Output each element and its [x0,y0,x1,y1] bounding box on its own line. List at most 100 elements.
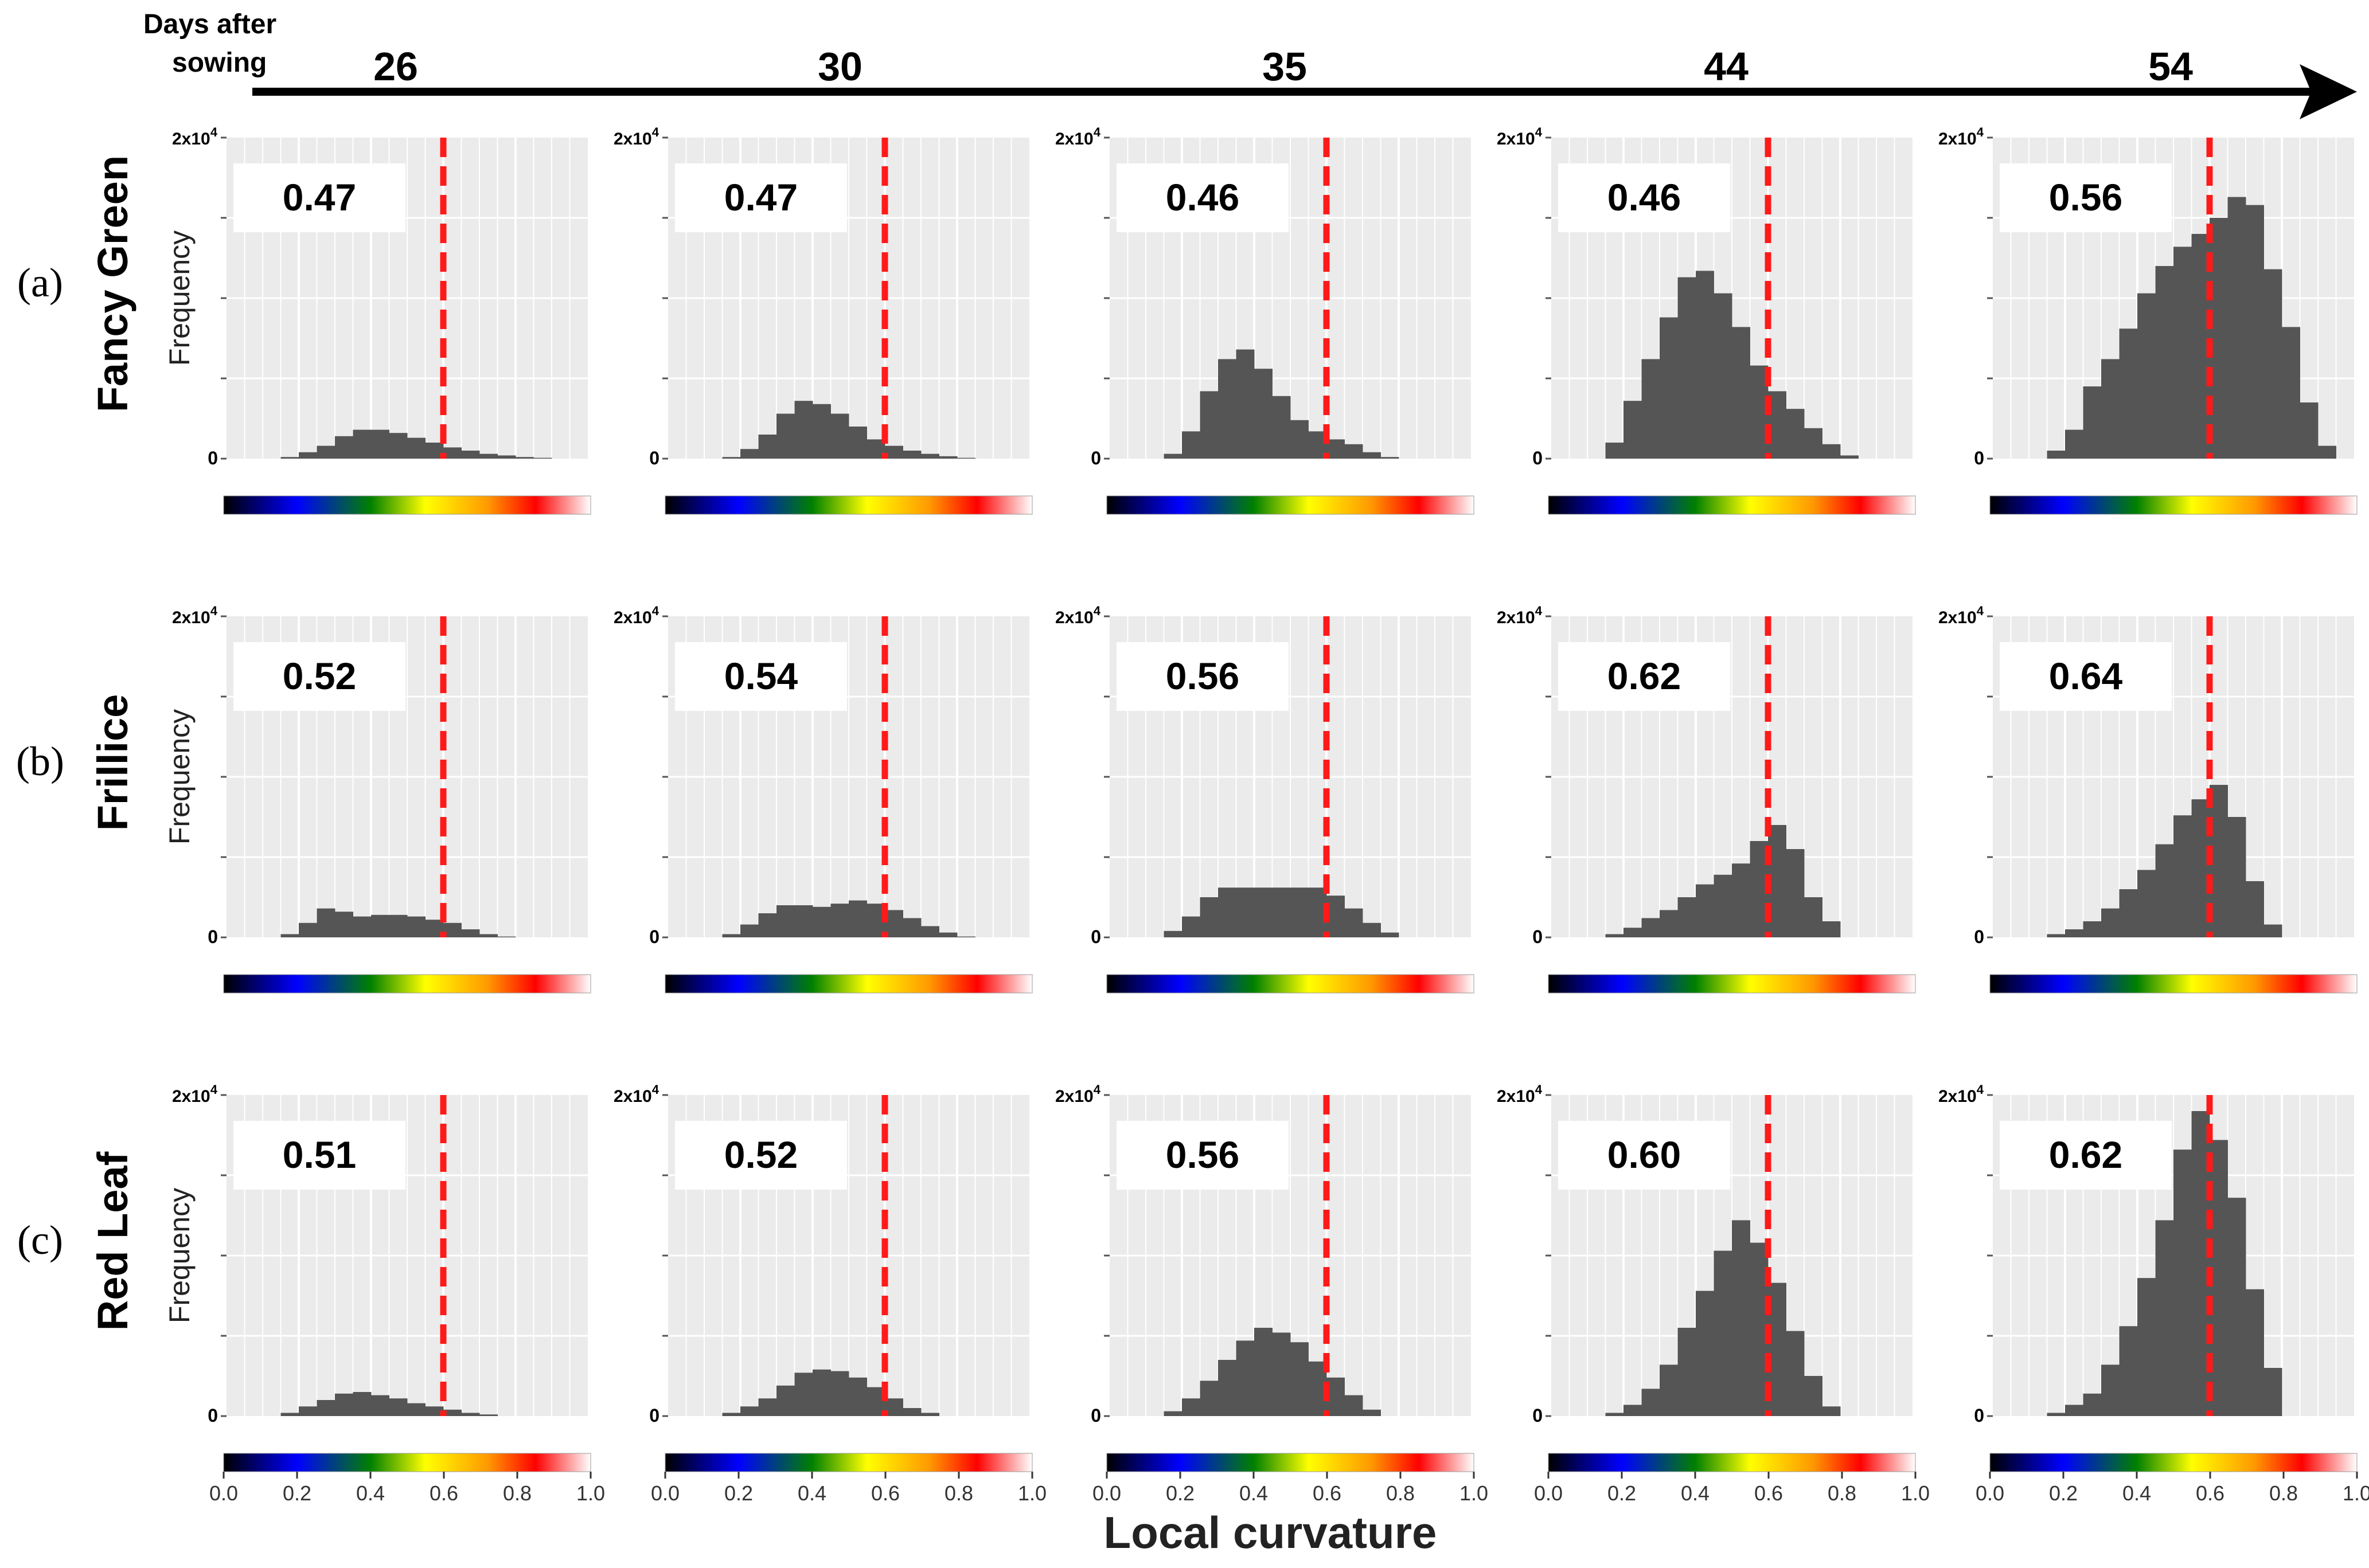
day-label-44: 44 [1704,44,1749,89]
histogram-bar [1696,271,1714,459]
histogram-bar [2227,197,2246,459]
value-label-box [233,1121,405,1190]
x-axis-title: Local curvature [1104,1507,1437,1558]
histogram-bar [1290,420,1309,459]
x-tick-label: 1.0 [1459,1481,1488,1505]
y-top-label: 2x104 [1055,125,1101,148]
y-zero-label: 0 [1091,448,1101,468]
panel-value-label: 0.47 [283,176,356,218]
y-top-label: 2x104 [614,1082,659,1106]
histogram-bar [776,413,795,459]
y-zero-label: 0 [1974,926,1984,947]
panel-value-label: 0.64 [2049,655,2123,697]
y-axis-title: Frequency [163,230,196,366]
histogram-bar [1840,455,1859,459]
value-label-box [675,1121,847,1190]
histogram-bar [903,918,922,937]
histogram-bar [1182,1398,1200,1416]
y-top-label: 2x104 [172,604,218,627]
y-top-label: 2x104 [1055,604,1101,627]
histogram-bar [1182,916,1200,937]
histogram-bar [1363,1409,1381,1416]
x-tick-label: 0.8 [503,1481,532,1505]
histogram-bar [443,447,462,459]
histogram-bar [1623,928,1642,937]
histogram-bar [2173,247,2192,459]
value-label-box [2000,642,2172,711]
y-top-label: 2x104 [1938,604,1984,627]
histogram-panel: 2x104 0 Frequency 0.51 0.0 0.2 0.4 0.6 0.8 1.0 [163,1082,605,1505]
histogram-bar [389,1398,408,1416]
histogram-bar [1363,922,1381,937]
histogram-bar [1677,277,1696,459]
histogram-bar [1254,1328,1273,1416]
panel-value-label: 0.46 [1607,176,1681,218]
day-label-54: 54 [2148,44,2193,89]
histogram-bar [479,934,498,937]
x-tick-label: 1.0 [2343,1481,2369,1505]
histogram-bar [443,1409,462,1416]
histogram-bar [776,905,795,937]
histogram-bar [353,1392,372,1416]
y-zero-label: 0 [1091,1405,1101,1426]
panel-value-label: 0.54 [724,655,798,697]
colorbar [1548,974,1916,994]
y-zero-label: 0 [1974,448,1984,468]
panel-value-label: 0.62 [2049,1133,2122,1176]
value-label-box [1117,163,1289,232]
histogram-bar [1786,409,1805,459]
histogram-panel: 2x104 0 0.64 [1938,604,2358,994]
histogram-panel: 2x104 0 0.52 0.0 0.2 0.4 0.6 0.8 1.0 [614,1082,1047,1505]
histogram-bar [740,1406,759,1416]
day-label-30: 30 [818,44,862,89]
histogram-bar [2137,870,2156,937]
x-tick-label: 0.4 [356,1481,385,1505]
histogram-bar [461,451,480,459]
histogram-bar [1605,443,1624,459]
y-axis-title: Frequency [163,1188,196,1323]
colorbar [223,974,591,994]
histogram-bar [335,1393,353,1416]
histogram-bar [2282,327,2300,459]
histogram-bar [1696,884,1714,937]
histogram-bar [1290,887,1309,937]
histogram-bar [1164,930,1182,937]
histogram-bar [1236,349,1255,459]
histogram-bar [1696,1291,1714,1416]
x-tick-label: 0.6 [1754,1481,1783,1505]
histogram-bar [425,1406,444,1416]
histogram-bar [830,1371,849,1416]
cultivar-label: Fancy Green [89,155,136,412]
histogram-bar [813,906,831,937]
histogram-bar [407,437,426,459]
x-tick-label: 0.4 [1681,1481,1710,1505]
histogram-bar [776,1385,795,1416]
row-letter: (a) [17,260,63,306]
histogram-bar [317,908,335,937]
histogram-bar [497,455,516,459]
panel-value-label: 0.56 [2049,176,2122,218]
histogram-bar [830,904,849,937]
histogram-bar [299,922,317,937]
histogram-bar [957,458,975,459]
panel-value-label: 0.47 [724,176,798,218]
row-letter: (b) [16,738,64,784]
y-zero-label: 0 [649,1405,659,1426]
colorbar [223,1453,591,1472]
x-tick-label: 0.0 [1092,1481,1121,1505]
x-tick-label: 1.0 [576,1481,605,1505]
histogram-bar [1822,1406,1841,1416]
histogram-panel: 2x104 0 0.60 0.0 0.2 0.4 0.6 0.8 1.0 [1497,1082,1930,1505]
histogram-bar [758,913,777,937]
colorbar [1548,1453,1916,1472]
histogram-bar [1804,428,1822,459]
histogram-bar [1272,396,1291,459]
histogram-bar [903,1408,922,1416]
histogram-bar [849,427,867,459]
histogram-bar [2065,429,2083,459]
x-tick-label: 0.2 [1166,1481,1195,1505]
x-tick-label: 0.8 [1828,1481,1856,1505]
colorbar [1106,1453,1474,1472]
histogram-bar [335,912,353,937]
day-label-35: 35 [1262,44,1307,89]
